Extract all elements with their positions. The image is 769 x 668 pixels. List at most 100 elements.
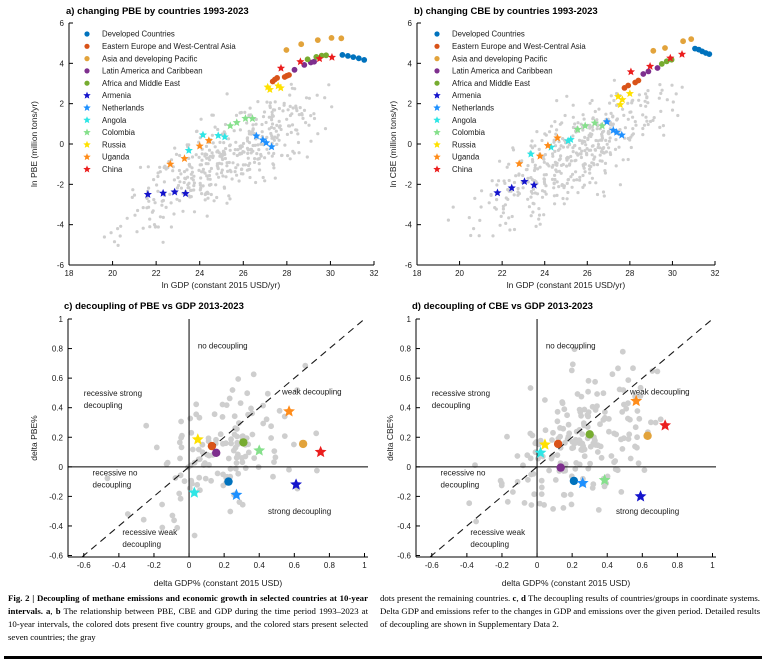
- caption-text-bold: a: [46, 606, 51, 616]
- series-latin_america: [211, 448, 221, 458]
- legend-label: Asia and developing Pacific: [102, 54, 197, 63]
- identity-dashed-line: [81, 318, 365, 558]
- series-eastern_europe: [621, 77, 642, 91]
- legend-item-developed: Developed Countries: [434, 30, 525, 39]
- series-developed: [224, 477, 233, 486]
- legend-label: Eastern Europe and West-Central Asia: [452, 42, 586, 51]
- asia_pacific-dot-icon: [84, 56, 90, 62]
- panel-c-chart: -0.6 -0.4 -0.2 0 0.2 0.4 0.6 0.8 1 -0.6 -0.4 -0.2 0 0…: [29, 301, 368, 588]
- uganda-star-icon: [83, 153, 91, 161]
- legend-label: Russia: [102, 140, 126, 149]
- x-tick-label: 0: [535, 561, 540, 570]
- x-tick-label: -0.2: [495, 561, 509, 570]
- legend-label: Latin America and Caribbean: [452, 67, 553, 76]
- legend-item-colombia: Colombia: [433, 128, 486, 137]
- caption-text: The relationship between PBE, CBE and GD…: [8, 606, 369, 642]
- series-netherlands: [576, 476, 589, 489]
- legend-label: Netherlands: [102, 104, 144, 113]
- caption-text-bold: Fig. 2 | Decoupling of methane emissions…: [8, 593, 368, 616]
- x-tick-label: -0.2: [147, 561, 161, 570]
- x-tick-label: 24: [540, 269, 549, 278]
- x-tick-label: 18: [65, 269, 74, 278]
- x-tick-label: -0.4: [460, 561, 474, 570]
- x-axis-label: delta GDP% (constant 2015 USD): [154, 578, 283, 588]
- y-tick-label: 2: [408, 100, 413, 109]
- series-colombia: [253, 444, 266, 456]
- x-axis-label: delta GDP% (constant 2015 USD): [502, 578, 631, 588]
- legend-label: China: [452, 165, 473, 174]
- legend-item-china: China: [83, 165, 123, 174]
- series-angola: [526, 135, 575, 158]
- y-tick-label: -4: [57, 221, 65, 230]
- quadrant-label: no decoupling: [198, 342, 248, 351]
- legend-label: Developed Countries: [452, 30, 525, 39]
- legend-item-armenia: Armenia: [83, 91, 132, 100]
- y-tick-label: 0.8: [52, 345, 64, 354]
- quadrant-label: recessive no: [441, 469, 486, 478]
- series-developed: [339, 52, 368, 63]
- panel-d-title: d) decoupling of CBE vs GDP 2013-2023: [412, 301, 593, 312]
- series-eastern_europe: [553, 439, 563, 449]
- series-china: [626, 49, 687, 76]
- caption-text-bold: c: [512, 593, 517, 603]
- series-netherlands: [252, 131, 276, 151]
- x-tick-label: 26: [239, 269, 248, 278]
- caption-divider: [4, 656, 762, 659]
- legend-item-armenia: Armenia: [433, 91, 482, 100]
- y-tick-label: 0.2: [52, 433, 64, 442]
- y-tick-label: 0: [60, 140, 65, 149]
- x-axis-label: ln GDP (constant 2015 USD/yr): [162, 280, 281, 290]
- y-tick-label: -0.4: [49, 522, 63, 531]
- y-tick-label: -4: [405, 221, 413, 230]
- legend-item-russia: Russia: [433, 140, 476, 149]
- series-africa_mideast: [239, 438, 248, 447]
- x-tick-label: 30: [326, 269, 335, 278]
- angola-star-icon: [433, 116, 441, 124]
- y-tick-label: 0.6: [52, 374, 64, 383]
- legend-item-uganda: Uganda: [83, 153, 130, 162]
- legend-item-russia: Russia: [83, 140, 126, 149]
- y-tick-label: -2: [405, 180, 413, 189]
- quadrant-label: decoupling: [441, 481, 480, 490]
- x-axis-label: ln GDP (constant 2015 USD/yr): [507, 280, 626, 290]
- series-developed: [692, 45, 713, 57]
- legend-label: Uganda: [452, 153, 480, 162]
- y-axis-label: delta CBE%: [385, 415, 395, 461]
- legend-label: Colombia: [102, 128, 136, 137]
- quadrant-label: weak decoupling: [281, 387, 342, 396]
- legend-item-angola: Angola: [433, 116, 477, 125]
- x-tick-label: 28: [625, 269, 634, 278]
- legend-item-netherlands: Netherlands: [83, 104, 144, 113]
- quadrant-label: recessive weak: [122, 528, 178, 537]
- y-tick-label: -6: [405, 261, 413, 270]
- developed-dot-icon: [434, 31, 440, 37]
- legend-label: Colombia: [452, 128, 486, 137]
- china-star-icon: [83, 165, 91, 173]
- y-tick-label: 1: [407, 315, 412, 324]
- series-africa_mideast: [585, 430, 594, 439]
- netherlands-star-icon: [83, 103, 91, 111]
- legend-item-china: China: [433, 165, 473, 174]
- y-tick-label: 0.4: [400, 404, 412, 413]
- caption-text: ,: [50, 606, 56, 616]
- y-tick-label: 4: [60, 59, 65, 68]
- series-asia_pacific: [650, 36, 695, 54]
- quadrant-label: recessive strong: [432, 389, 490, 398]
- legend-label: Angola: [452, 116, 477, 125]
- x-tick-label: 0.2: [219, 561, 231, 570]
- series-uganda: [166, 136, 213, 168]
- y-tick-label: 0: [408, 140, 413, 149]
- panel-c-title: c) decoupling of PBE vs GDP 2013-2023: [64, 301, 244, 312]
- panel-a-title: a) changing PBE by countries 1993-2023: [66, 6, 249, 17]
- legend-label: Latin America and Caribbean: [102, 67, 203, 76]
- y-tick-label: -0.6: [397, 552, 411, 561]
- series-uganda: [630, 394, 643, 407]
- legend-item-eastern_europe: Eastern Europe and West-Central Asia: [84, 42, 236, 51]
- series-netherlands: [602, 117, 626, 139]
- legend-label: Armenia: [102, 91, 132, 100]
- legend-label: Eastern Europe and West-Central Asia: [102, 42, 236, 51]
- y-tick-label: 0.4: [52, 404, 64, 413]
- series-russia: [539, 438, 551, 450]
- legend-label: Netherlands: [452, 104, 494, 113]
